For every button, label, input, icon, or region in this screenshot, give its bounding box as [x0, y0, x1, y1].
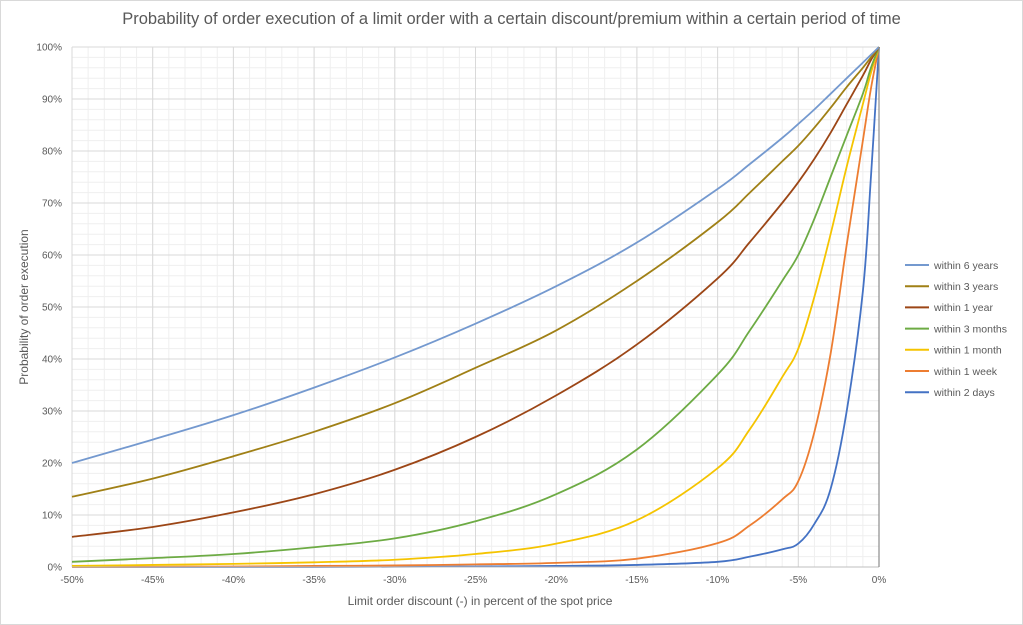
- series-line-within-1-year: [71, 46, 880, 538]
- legend-entry: within 1 month: [933, 345, 1002, 357]
- x-tick-label: 0%: [872, 575, 887, 586]
- y-tick-label: 60%: [42, 251, 62, 262]
- y-tick-label: 80%: [42, 147, 62, 158]
- x-tick-label: -30%: [383, 575, 406, 586]
- x-tick-label: -5%: [789, 575, 807, 586]
- x-tick-label: -25%: [464, 575, 487, 586]
- series-line-within-3-months: [71, 46, 880, 563]
- legend-entry: within 2 days: [933, 387, 995, 399]
- y-tick-label: 30%: [42, 407, 62, 418]
- y-tick-label: 50%: [42, 303, 62, 314]
- x-tick-label: -10%: [706, 575, 729, 586]
- y-tick-label: 100%: [36, 43, 62, 54]
- major-gridlines: [71, 46, 880, 568]
- legend-entry: within 3 years: [933, 281, 998, 293]
- x-tick-label: -20%: [545, 575, 568, 586]
- chart-title: Probability of order execution of a limi…: [122, 10, 901, 28]
- x-tick-labels: -50% -45% -40% -35% -30% -25% -20% -15% -10% -5% 0…: [60, 575, 886, 586]
- x-tick-label: -35%: [302, 575, 325, 586]
- legend: within 6 years within 3 years within 1 yea…: [905, 260, 1007, 399]
- x-tick-label: -45%: [141, 575, 164, 586]
- y-tick-label: 90%: [42, 95, 62, 106]
- series-line-within-1-month: [71, 46, 880, 567]
- legend-entry: within 1 year: [933, 302, 993, 314]
- series-line-within-6-years: [71, 46, 880, 464]
- x-axis-label: Limit order discount (-) in percent of t…: [347, 594, 613, 608]
- legend-entry: within 1 week: [933, 366, 998, 378]
- x-tick-label: -50%: [60, 575, 83, 586]
- series-line-within-3-years: [71, 46, 880, 498]
- y-tick-label: 70%: [42, 199, 62, 210]
- legend-entry: within 3 months: [933, 323, 1007, 335]
- y-tick-label: 10%: [42, 511, 62, 522]
- x-tick-label: -15%: [625, 575, 648, 586]
- x-tick-label: -40%: [222, 575, 245, 586]
- series-line-within-1-week: [71, 46, 880, 568]
- axes: [72, 47, 880, 568]
- y-tick-label: 40%: [42, 355, 62, 366]
- y-tick-label: 0%: [48, 563, 63, 574]
- y-tick-label: 20%: [42, 459, 62, 470]
- y-tick-labels: 0% 10% 20% 30% 40% 50% 60% 70% 80% 90% 100%: [36, 43, 62, 574]
- legend-entry: within 6 years: [933, 260, 998, 272]
